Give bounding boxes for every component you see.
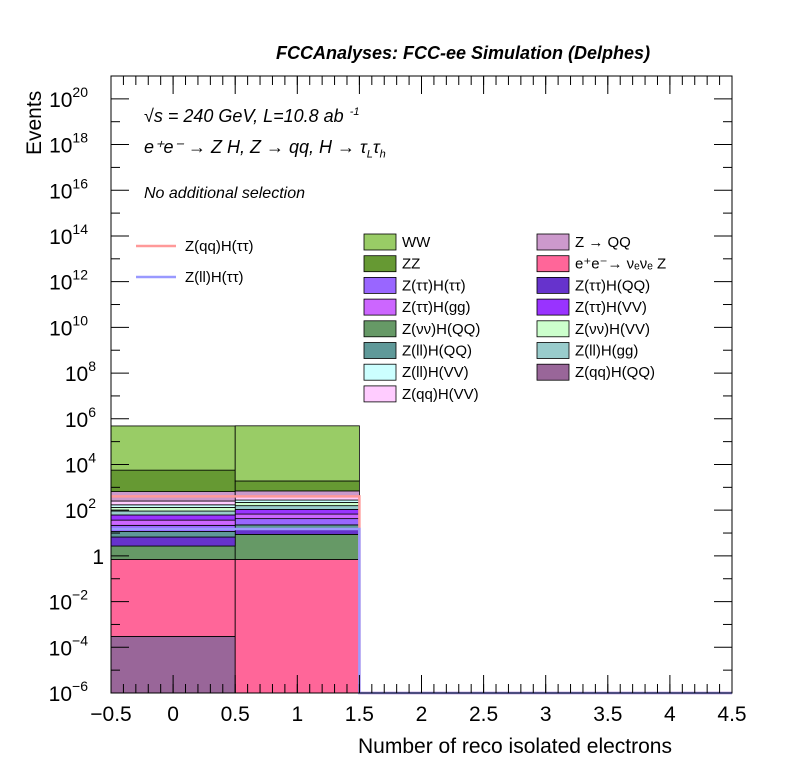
y-tick-label: 1016	[49, 175, 88, 203]
legend-swatch-z-h-vv	[536, 320, 570, 338]
x-tick-label: 2	[416, 703, 428, 726]
bar-z-qq-h-vv-bin-0	[110, 500, 236, 506]
x-tick-label: 2.5	[469, 703, 498, 726]
legend-swatch-z-h	[363, 276, 397, 294]
y-tick-label: 1014	[49, 221, 88, 249]
y-tick-label: 1	[92, 546, 104, 569]
bar-zz-bin-0	[110, 469, 236, 492]
x-tick-label: 1.5	[345, 703, 374, 726]
y-tick-label: 1018	[49, 130, 88, 158]
y-tick-label: 1010	[49, 312, 88, 340]
y-tick-label: 108	[65, 358, 96, 386]
axis-ticks: −0.5 0 0.5 1 1.5 2 2.5 3 3.5 4 4.510−610−410−21102…	[49, 75, 747, 726]
bar-z-h-gg-bin-1	[234, 513, 360, 520]
bar-ww-bin-0	[110, 425, 236, 471]
legend-label: Z(ll)H(VV)	[402, 364, 469, 381]
sqrt-s-text: √s = 240 GeV, L=10.8 ab	[144, 106, 344, 126]
energy-lumi-label: √s = 240 GeV, L=10.8 ab -1	[144, 106, 359, 127]
tau-symbol: τ	[372, 137, 380, 157]
process-text: e⁺e⁻ → Z H, Z → qq, H → τ	[144, 137, 367, 157]
chart-title: FCCAnalyses: FCC-ee Simulation (Delphes)	[276, 43, 651, 63]
legend-label: Z(qq)H(ττ)	[185, 238, 254, 255]
legend: Z(qq)H(ττ) Z(ll)H(ττ) WW ZZ Z(ττ)H(ττ) Z(ττ)H…	[136, 233, 666, 403]
bar-ww-bin-1	[234, 425, 360, 482]
tau-sub-2: h	[379, 148, 386, 161]
x-tick-label: 0.5	[221, 703, 250, 726]
legend-swatch-z-ll-h-gg	[536, 342, 570, 359]
legend-swatch-z-qq-h-qq	[536, 363, 570, 381]
bar-z-ll-h-gg-bin-0	[110, 510, 236, 516]
y-tick-label: 102	[65, 495, 96, 523]
legend-label: Z → QQ	[575, 234, 631, 251]
legend-label: e⁺e⁻→ νₑνₑ Z	[575, 256, 666, 273]
legend-label: Z(ττ)H(QQ)	[575, 277, 650, 294]
bar-z-h-qq-bin-1	[234, 534, 360, 560]
bar-z-h-vv-bin-0	[110, 507, 236, 512]
legend-swatch-z-qq	[536, 233, 570, 251]
legend-label: Z(νν)H(QQ)	[402, 321, 480, 338]
bar-z-h-vv-bin-0	[110, 514, 236, 521]
legend-label: Z(ττ)H(gg)	[402, 299, 471, 316]
x-tick-label: −0.5	[90, 703, 131, 726]
x-tick-label: 4	[664, 703, 676, 726]
legend-swatch-z-h-qq	[363, 320, 397, 338]
legend-label: Z(νν)H(VV)	[575, 321, 650, 338]
process-label: e⁺e⁻ → Z H, Z → qq, H → τLτh	[144, 137, 386, 161]
legend-label: Z(ll)H(ττ)	[185, 269, 244, 286]
legend-label: Z(ll)H(gg)	[575, 343, 638, 360]
legend-label: ZZ	[402, 256, 420, 273]
x-tick-label: 1	[291, 703, 303, 726]
bar-z-h-vv-bin-1	[234, 509, 360, 515]
legend-swatch-ww	[363, 233, 397, 251]
bar-z-h-bin-1	[234, 518, 360, 526]
bar-zz-bin-1	[234, 480, 360, 492]
y-tick-label: 106	[65, 404, 96, 432]
legend-swatch-e-e-z	[536, 255, 570, 273]
legend-swatch-z-ll-h-qq	[363, 342, 397, 359]
legend-label: Z(qq)H(QQ)	[575, 364, 655, 381]
x-tick-label: 3	[540, 703, 552, 726]
legend-swatch-z-h-vv	[536, 298, 570, 316]
y-tick-label: 1020	[49, 84, 88, 112]
legend-label: Z(qq)H(VV)	[402, 386, 479, 403]
y-tick-label: 1012	[49, 267, 88, 295]
stack-bars	[110, 425, 360, 694]
y-tick-label: 10−2	[49, 587, 89, 615]
lumi-exponent: -1	[349, 106, 360, 118]
y-tick-label: 104	[65, 449, 96, 477]
legend-swatch-z-qq-h-vv	[363, 385, 397, 403]
legend-swatch-z-h-gg	[363, 298, 397, 316]
legend-swatch-z-h-qq	[536, 276, 570, 294]
legend-swatch-zz	[363, 255, 397, 273]
legend-label: WW	[402, 234, 431, 251]
x-tick-label: 4.5	[717, 703, 746, 726]
bar-z-ll-h-qq-bin-0	[110, 531, 236, 538]
bar-e-e-z-bin-1	[234, 559, 360, 694]
y-tick-label: 10−6	[49, 678, 89, 706]
bar-e-e-z-bin-0	[110, 559, 236, 637]
legend-swatch-z-ll-h-vv	[363, 363, 397, 381]
tau-sub-1: L	[366, 148, 373, 161]
x-axis-label: Number of reco isolated electrons	[358, 735, 672, 758]
bar-z-h-gg-bin-0	[110, 519, 236, 526]
x-tick-label: 0	[167, 703, 179, 726]
bar-z-h-qq-bin-0	[110, 536, 236, 547]
y-tick-label: 10−4	[49, 632, 89, 660]
legend-label: Z(ττ)H(ττ)	[402, 277, 466, 294]
legend-label: Z(ττ)H(VV)	[575, 299, 647, 316]
legend-label: Z(ll)H(QQ)	[402, 343, 472, 360]
bar-z-ll-h-gg-bin-1	[234, 505, 360, 510]
y-axis-label: Events	[23, 90, 46, 155]
bar-z-h-vv-bin-1	[234, 502, 360, 507]
bar-z-h-qq-bin-0	[110, 545, 236, 560]
x-tick-label: 3.5	[593, 703, 622, 726]
selection-label: No additional selection	[144, 185, 305, 202]
